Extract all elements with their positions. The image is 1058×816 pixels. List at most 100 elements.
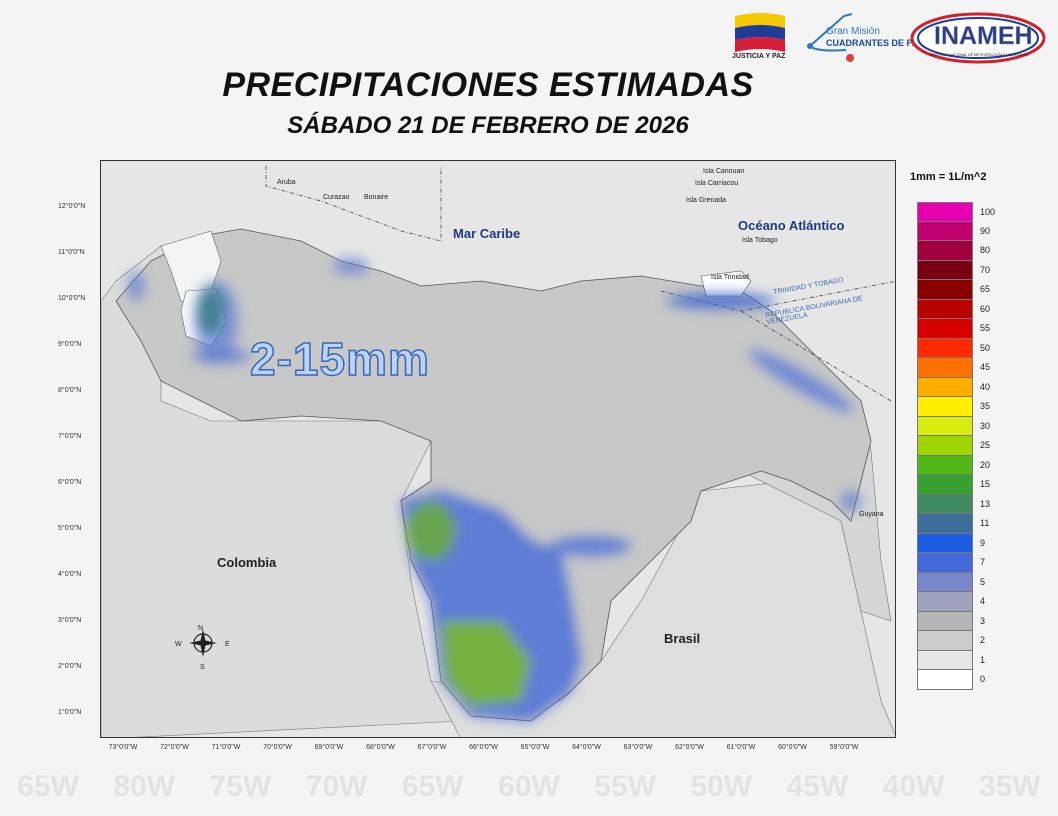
legend-swatch: 35 xyxy=(917,397,990,417)
precipitation-legend: 100 90 80 70 65 60 55 50 45 40 35 30 25 20 15 13 11 9 7 5 4 3… xyxy=(917,202,995,690)
legend-swatch: 13 xyxy=(917,494,990,514)
legend-label: 50 xyxy=(980,342,991,353)
legend-label: 65 xyxy=(980,284,991,294)
compass-w: W xyxy=(175,641,182,648)
legend-swatch: 55 xyxy=(917,319,990,339)
legend-swatch: 4 xyxy=(917,592,985,612)
legend-swatch: 50 xyxy=(917,338,990,358)
legend-swatch: 30 xyxy=(917,416,990,436)
legend-swatch: 0 xyxy=(917,670,985,690)
label-mar-caribe: Mar Caribe xyxy=(453,226,521,241)
label-oceano-atlantico: Océano Atlántico xyxy=(738,218,845,233)
longitude-label: 64°0'0"W xyxy=(572,744,601,751)
legend-label: 55 xyxy=(980,323,991,333)
aruba-curacao-boundary xyxy=(265,166,442,242)
longitude-label: 60°0'0"W xyxy=(778,744,807,751)
longitude-label: 72°0'0"W xyxy=(160,744,189,751)
island-trinidad xyxy=(700,270,752,297)
rain-guyana xyxy=(841,491,861,511)
legend-label: 15 xyxy=(980,479,991,489)
background-label: 70W xyxy=(305,770,368,803)
logo-inameh-ellipse xyxy=(910,12,1046,64)
page-title: PRECIPITACIONES ESTIMADAS xyxy=(222,66,754,104)
compass-e: E xyxy=(225,641,230,648)
legend-label: 90 xyxy=(980,225,991,236)
longitude-label: 65°0'0"W xyxy=(520,744,550,751)
rain-delta xyxy=(666,293,776,309)
legend-swatch: 20 xyxy=(917,455,990,475)
latitude-label: 8°0'0"N xyxy=(58,387,82,394)
latitude-label: 11°0'0"N xyxy=(58,249,85,256)
legend-swatch: 70 xyxy=(917,260,990,280)
legend-label: 30 xyxy=(980,420,991,431)
background-label: 50W xyxy=(690,770,753,803)
logo-inameh-subtext: INSTITUTO NACIONAL DE METEOROLOGÍA E HID… xyxy=(930,53,1029,57)
logo-justicia-y-paz xyxy=(735,13,785,52)
legend-title: 1mm = 1L/m^2 xyxy=(910,171,987,183)
legend-label: 25 xyxy=(980,440,991,450)
legend-swatch: 90 xyxy=(917,221,990,241)
longitude-label: 73°0'0"W xyxy=(108,744,138,751)
label-isla-tobago: Isla Tobago xyxy=(742,237,778,244)
precipitation-map: N S E W Mar Caribe Océano Atlántico Colo… xyxy=(100,160,896,738)
map-canvas xyxy=(101,161,895,737)
precipitation-range-annotation: 2-15mm xyxy=(249,332,430,386)
rain-zulia-blue xyxy=(194,281,238,361)
latitude-label: 6°0'0"N xyxy=(58,479,82,486)
latitude-label: 10°0'0"N xyxy=(58,295,86,302)
label-colombia: Colombia xyxy=(217,555,277,570)
legend-swatch: 9 xyxy=(917,533,985,553)
logo-justicia-text: JUSTICIA Y PAZ xyxy=(732,53,786,60)
legend-label: 100 xyxy=(980,207,996,217)
legend-label: 80 xyxy=(980,245,991,255)
legend-label: 70 xyxy=(980,264,991,275)
longitude-label: 61°0'0"W xyxy=(726,744,756,751)
background-label: 45W xyxy=(786,770,849,803)
rain-amazonas-green-north xyxy=(406,501,456,561)
background-label: 65W xyxy=(401,770,464,803)
legend-swatch: 45 xyxy=(917,358,990,378)
background-label: 75W xyxy=(209,770,272,803)
longitude-label: 69°0'0"W xyxy=(314,744,344,751)
background-label: 55W xyxy=(594,770,656,803)
legend-label: 20 xyxy=(980,459,991,470)
legend-label: 9 xyxy=(980,537,986,548)
latitude-label: 12°0'0"N xyxy=(58,203,86,210)
latitude-label: 1°0'0"N xyxy=(58,709,82,716)
rain-bolivar xyxy=(551,536,631,556)
legend-label: 13 xyxy=(980,498,991,509)
legend-swatch: 2 xyxy=(917,631,985,651)
label-bonaire: Bonaire xyxy=(364,194,389,201)
precipitation-overlay xyxy=(128,258,861,721)
latitude-label: 3°0'0"N xyxy=(58,617,82,624)
legend-label: 60 xyxy=(980,303,991,314)
label-isla-carriacou: Isla Carriacou xyxy=(695,180,739,187)
legend-swatch: 3 xyxy=(917,611,985,631)
background-label: 60W xyxy=(498,770,560,803)
logo-cuadrantes-top: Gran Misión xyxy=(826,26,880,37)
page-subtitle: SÁBADO 21 DE FEBRERO DE 2026 xyxy=(287,112,689,139)
legend-swatch: 11 xyxy=(917,514,989,534)
longitude-label: 66°0'0"W xyxy=(469,744,498,751)
label-guyana: Guyana xyxy=(859,511,884,518)
label-isla-trinidad: Isla Trinidad xyxy=(711,274,749,281)
longitude-label: 59°0'0"W xyxy=(829,744,859,751)
legend-label: 5 xyxy=(980,576,986,587)
longitude-label: 62°0'0"W xyxy=(675,744,704,751)
label-curazao: Curazao xyxy=(323,194,350,201)
legend-swatch: 40 xyxy=(917,377,990,397)
legend-swatch: 60 xyxy=(917,299,990,319)
legend-swatch: 65 xyxy=(917,280,990,300)
legend-swatch: 7 xyxy=(917,553,985,573)
latitude-label: 5°0'0"N xyxy=(58,525,82,532)
legend-swatch: 80 xyxy=(917,241,990,261)
legend-label: 45 xyxy=(980,362,991,372)
label-brasil: Brasil xyxy=(664,631,701,646)
legend-swatch: 1 xyxy=(917,650,985,670)
latitude-label: 7°0'0"N xyxy=(58,433,82,440)
label-isla-canouan: Isla Canouan xyxy=(703,168,745,175)
compass-n: N xyxy=(198,625,204,632)
background-label: 80W xyxy=(113,770,176,803)
latitude-label: 4°0'0"N xyxy=(58,571,82,578)
compass-s: S xyxy=(200,664,205,671)
